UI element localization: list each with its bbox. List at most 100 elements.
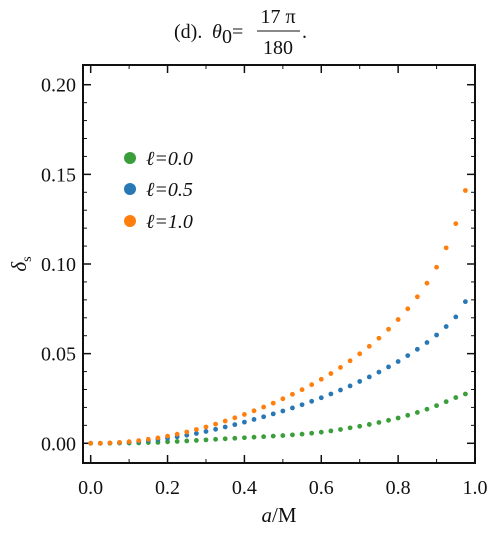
legend-label-l1: ℓ=1.0 [146,211,193,233]
data-point [261,414,267,420]
data-point [395,359,401,364]
data-point [222,418,228,424]
data-point [376,420,382,425]
y-axis-title: δs [7,256,35,271]
data-point [184,429,190,435]
x-axis-title-rest: /M [272,503,297,527]
data-point [145,436,151,442]
data-point [347,358,353,364]
data-point [203,429,209,434]
data-point [203,437,209,443]
data-point [338,427,343,432]
data-point [357,379,363,384]
data-point [338,387,343,393]
x-tick-label: 1.0 [463,477,488,499]
data-point [462,299,468,305]
data-point [395,415,401,421]
data-point [117,439,122,445]
data-point [251,434,257,440]
data-point [414,346,420,352]
data-point [462,188,468,193]
title-prefix: (d). [174,21,202,43]
chart-title: (d). θ 0 = 17 π 180 . [174,6,307,59]
data-points [88,188,468,446]
data-point [376,369,382,375]
legend-marker-l05 [124,183,136,195]
data-point [270,400,276,406]
data-point [270,433,276,439]
data-point [386,417,391,423]
data-point [97,440,103,446]
data-point [299,402,305,408]
x-tick-label: 0.4 [232,477,257,499]
data-point [270,411,276,417]
data-point [126,439,132,445]
data-point [366,374,372,380]
x-tick-label: 0.2 [155,477,180,499]
data-point [434,264,439,270]
data-point [318,395,324,401]
data-point [424,406,430,412]
legend-label-l05: ℓ=0.5 [146,179,193,201]
y-axis-title-main: δ [7,261,31,272]
data-point [155,435,161,441]
title-theta: θ [212,21,222,43]
data-point [222,436,228,442]
data-point [366,343,372,349]
axis-ticks [83,65,476,463]
y-tick-label: 0.00 [41,433,76,455]
data-point [405,353,411,359]
legend: ℓ=0.0 ℓ=0.5 ℓ=1.0 [124,148,193,233]
data-point [366,422,372,427]
data-point [309,398,315,404]
data-point [318,429,324,435]
x-tick-label: 0.0 [78,477,103,499]
data-point [443,245,449,251]
data-point [290,391,295,397]
data-point [453,395,459,400]
data-point [424,280,430,286]
data-point [280,396,286,402]
data-point [424,340,430,345]
y-tick-label: 0.10 [41,254,76,276]
data-point [290,432,295,438]
title-numerator: 17 π [260,6,295,28]
data-point [386,364,391,370]
data-point [453,314,459,320]
data-point [328,428,334,434]
data-point [347,425,353,431]
data-point [88,440,94,446]
title-subscript: 0 [222,26,232,48]
x-axis-title: a/M [261,503,296,527]
data-point [395,317,401,322]
data-point [453,221,459,227]
plot-frame [82,64,476,464]
data-point [193,431,199,436]
data-point [405,412,411,418]
data-point [357,423,363,429]
data-point [357,351,363,357]
data-point [299,387,305,393]
data-point [251,417,257,422]
data-point [213,436,218,442]
data-point [242,419,247,425]
title-suffix: . [302,21,307,43]
data-point [328,391,334,397]
y-axis-title-sub: s [20,256,35,261]
series-0 [88,391,468,446]
series-1 [88,299,468,446]
data-point [290,405,295,411]
data-point [405,306,411,312]
data-point [232,422,238,428]
data-point [443,399,449,405]
data-point [261,434,267,440]
legend-marker-l1 [124,215,136,227]
data-point [280,408,286,414]
axis-tick-labels: 0.0 0.2 0.4 0.6 0.8 1.0 0.00 0.05 0.10 0.15 0.20 [41,75,488,499]
data-point [251,408,257,414]
data-point [443,324,449,329]
y-tick-label: 0.20 [41,75,76,97]
data-point [213,426,218,432]
data-point [107,440,113,446]
